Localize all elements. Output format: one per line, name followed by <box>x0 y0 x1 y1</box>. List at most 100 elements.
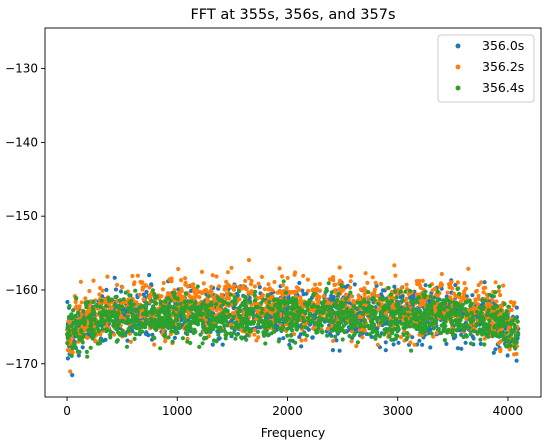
data-point <box>513 326 518 331</box>
data-point <box>187 293 192 299</box>
data-point <box>389 337 394 342</box>
data-point <box>418 320 423 325</box>
data-point <box>515 319 520 324</box>
data-point <box>439 282 445 287</box>
data-point <box>415 281 420 287</box>
x-tick-label: 3000 <box>382 404 413 418</box>
data-point <box>148 293 153 298</box>
data-point <box>143 309 148 314</box>
data-point <box>372 289 377 295</box>
data-point <box>362 319 367 325</box>
data-point <box>444 341 449 346</box>
data-point <box>178 301 183 306</box>
data-point <box>203 327 208 332</box>
data-point <box>352 331 357 337</box>
data-point <box>132 336 137 341</box>
data-point <box>152 342 157 347</box>
data-point <box>474 288 479 293</box>
data-point <box>436 311 441 316</box>
data-point <box>404 282 409 287</box>
data-point <box>106 309 111 314</box>
data-point <box>224 296 229 301</box>
data-point <box>257 285 262 290</box>
data-point <box>393 336 398 341</box>
data-point <box>222 300 227 305</box>
data-point <box>337 305 342 310</box>
data-point <box>116 310 121 316</box>
data-point <box>414 299 419 304</box>
data-point <box>373 280 378 285</box>
data-point <box>404 296 409 301</box>
data-point <box>144 313 150 318</box>
data-point <box>367 332 372 337</box>
data-point <box>266 282 271 287</box>
data-point <box>76 353 81 358</box>
data-point <box>320 330 325 335</box>
data-point <box>478 337 483 342</box>
data-point <box>214 274 219 279</box>
data-point <box>445 290 450 295</box>
data-point <box>362 324 367 329</box>
data-point <box>174 306 179 312</box>
data-point <box>232 305 237 310</box>
data-point <box>496 289 501 294</box>
data-point <box>365 280 370 285</box>
data-point <box>380 309 385 314</box>
data-point <box>72 341 77 346</box>
data-point <box>342 301 347 306</box>
data-point <box>372 298 377 303</box>
data-point <box>74 296 79 301</box>
data-point <box>405 306 410 311</box>
data-point <box>217 336 222 341</box>
data-point <box>498 308 503 313</box>
data-point <box>486 322 491 327</box>
data-point <box>149 324 154 329</box>
data-point <box>425 307 430 312</box>
data-point <box>281 279 286 284</box>
data-point <box>314 286 319 291</box>
data-point <box>348 279 353 284</box>
data-point <box>269 331 274 336</box>
data-point <box>474 323 479 328</box>
data-point <box>92 317 97 322</box>
data-point <box>275 305 280 311</box>
data-point <box>173 313 178 318</box>
data-point <box>504 344 509 349</box>
data-point <box>310 335 315 340</box>
data-point <box>202 289 207 294</box>
data-point <box>213 323 218 328</box>
data-point <box>125 338 130 343</box>
data-point <box>281 324 286 329</box>
data-point <box>366 295 371 300</box>
data-point <box>412 324 417 329</box>
data-point <box>402 311 407 316</box>
data-point <box>238 308 243 313</box>
data-point <box>253 289 258 294</box>
data-point <box>323 317 329 322</box>
data-point <box>383 303 388 308</box>
data-point <box>396 340 401 345</box>
data-point <box>343 296 349 301</box>
data-point <box>307 298 312 303</box>
data-point <box>116 303 122 308</box>
data-point <box>321 294 326 299</box>
data-point <box>182 299 187 304</box>
data-point <box>103 337 108 342</box>
data-point <box>449 320 454 325</box>
data-point <box>387 334 392 339</box>
data-point <box>254 338 259 343</box>
data-point <box>285 333 290 338</box>
data-point <box>86 300 91 305</box>
data-point <box>487 292 492 297</box>
data-point <box>421 318 426 323</box>
data-point <box>80 345 85 350</box>
data-point <box>458 299 463 304</box>
data-point <box>291 322 296 327</box>
series-356.4s <box>65 279 521 359</box>
data-point <box>491 312 496 317</box>
data-point <box>154 301 159 306</box>
data-point <box>317 315 322 320</box>
data-point <box>355 307 360 312</box>
legend-label: 356.2s <box>482 59 524 74</box>
